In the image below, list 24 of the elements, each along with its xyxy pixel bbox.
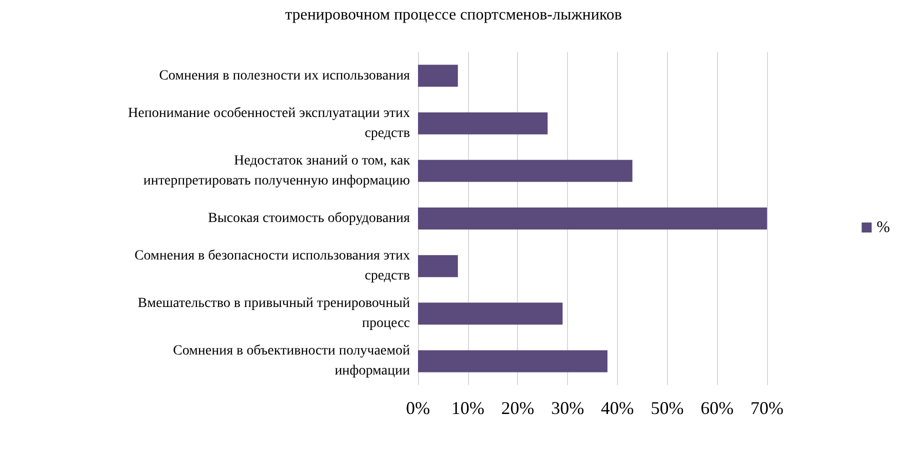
y-tick-label: Сомнения в полезности их использования	[159, 68, 411, 84]
x-tick-label: 10%	[451, 398, 484, 418]
bar	[418, 350, 608, 372]
bar	[418, 64, 458, 87]
y-tick-label: Сомнения в безопасности использования этих средств	[134, 248, 410, 284]
x-tick-label: 40%	[600, 398, 634, 418]
x-tick-label: 70%	[750, 398, 784, 418]
y-tick-label: Вмешательство в привычный тренировочный процесс	[138, 296, 410, 332]
bar	[418, 255, 458, 278]
y-tick-label: Непонимание особенностей эксплуатации этих средств	[128, 106, 410, 141]
x-tick-label: 0%	[406, 398, 430, 418]
y-tick-label: Сомнения в объективности получаемой информации	[172, 344, 411, 379]
bar	[418, 302, 563, 325]
bar	[418, 160, 632, 182]
bar	[418, 112, 548, 134]
x-tick-label: 50%	[650, 398, 684, 418]
legend-label: %	[876, 219, 890, 236]
bar	[418, 208, 767, 230]
y-tick-label: Недостаток знаний о том, как интерпретировать полученную информацию	[143, 153, 410, 188]
chart-title: тренировочном процессе спортсменов-лыжников	[285, 6, 622, 24]
x-tick-label: 60%	[700, 398, 734, 418]
x-tick-label: 30%	[551, 398, 584, 418]
y-tick-label: Высокая стоимость оборудования	[208, 211, 411, 226]
x-tick-label: 20%	[501, 398, 534, 418]
